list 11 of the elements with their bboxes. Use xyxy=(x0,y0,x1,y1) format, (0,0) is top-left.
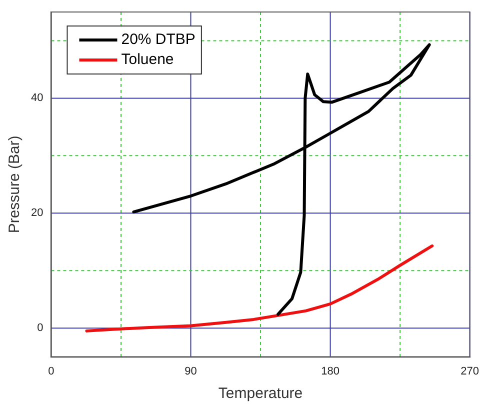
x-tick-label: 90 xyxy=(184,365,197,378)
y-tick-label: 20 xyxy=(30,207,44,220)
legend-label: 20% DTBP xyxy=(121,31,196,48)
y-tick-label: 40 xyxy=(30,92,44,104)
x-tick-label: 270 xyxy=(460,365,480,378)
x-axis-title: Temperature xyxy=(218,385,303,402)
legend-label: Toluene xyxy=(121,51,174,68)
x-tick-label: 0 xyxy=(48,365,54,378)
x-tick-label: 180 xyxy=(321,365,340,378)
y-axis-title: Pressure (Bar) xyxy=(6,136,24,234)
y-tick-label: 0 xyxy=(37,322,44,334)
